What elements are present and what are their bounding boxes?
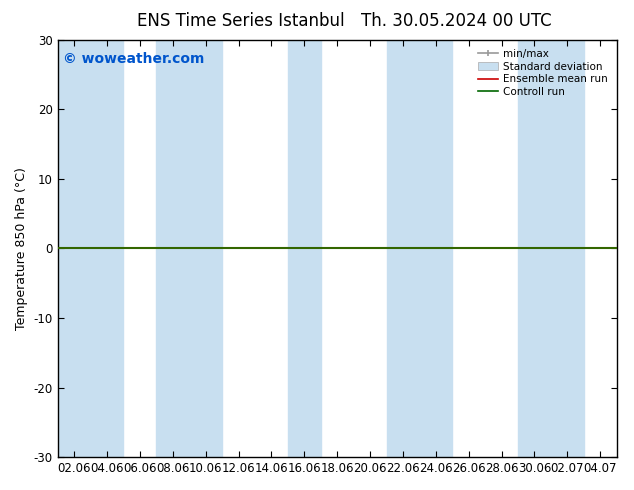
Bar [387, 40, 452, 457]
Text: © woweather.com: © woweather.com [63, 52, 205, 66]
Text: ENS Time Series Istanbul: ENS Time Series Istanbul [137, 12, 345, 30]
Bar [518, 40, 584, 457]
Bar [58, 40, 124, 457]
Bar [288, 40, 321, 457]
Legend: min/max, Standard deviation, Ensemble mean run, Controll run: min/max, Standard deviation, Ensemble me… [474, 45, 612, 101]
Y-axis label: Temperature 850 hPa (°C): Temperature 850 hPa (°C) [15, 167, 28, 330]
Text: Th. 30.05.2024 00 UTC: Th. 30.05.2024 00 UTC [361, 12, 552, 30]
Bar [157, 40, 222, 457]
